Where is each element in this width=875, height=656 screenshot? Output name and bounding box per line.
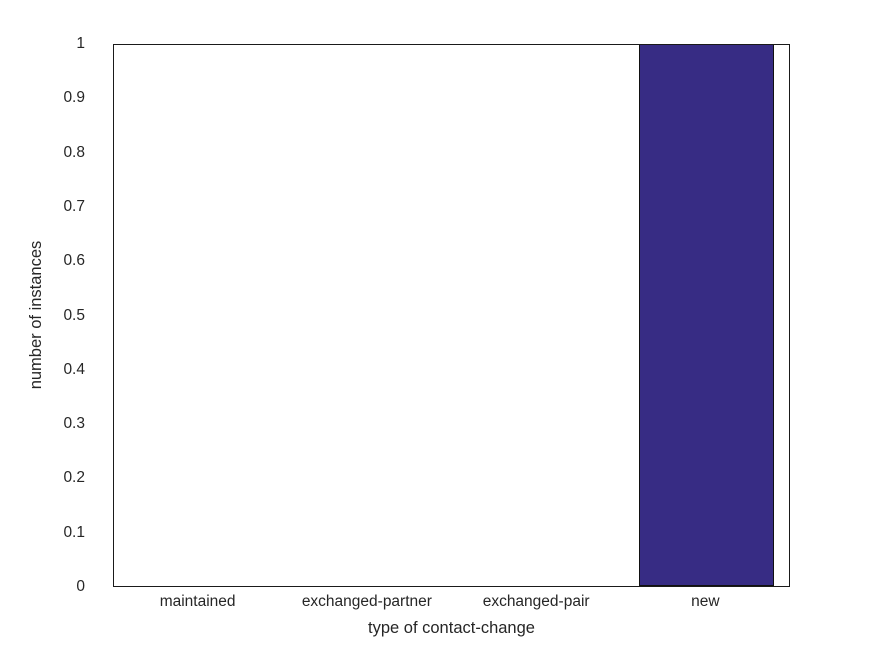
y-axis-tick-label: 0.2 xyxy=(63,469,85,487)
x-axis-tick-label: exchanged-pair xyxy=(482,593,590,610)
x-axis-title: type of contact-change xyxy=(368,619,535,637)
x-axis-tick-label: maintained xyxy=(159,593,236,610)
plot-area xyxy=(114,45,789,586)
y-axis-title: number of instances xyxy=(27,240,45,390)
y-axis-tick-label: 0.3 xyxy=(63,415,85,433)
y-axis-tick-label: 0.9 xyxy=(63,89,85,107)
y-axis-tick-label: 0.1 xyxy=(63,523,85,541)
bar xyxy=(638,45,775,586)
y-axis-tick-label: 0.5 xyxy=(63,306,85,324)
y-axis-tick-label: 0.8 xyxy=(63,143,85,161)
y-axis-tick-label: 0.7 xyxy=(63,197,85,215)
y-axis-tick-label: 0 xyxy=(76,578,85,595)
plot-axes xyxy=(113,44,790,587)
x-axis-tick-label: new xyxy=(691,593,720,610)
y-axis-tick-label: 0.4 xyxy=(63,360,85,378)
y-axis-tick-label: 1 xyxy=(76,35,85,52)
y-axis-tick-label: 0.6 xyxy=(63,252,85,270)
x-axis-tick-label: exchanged-partner xyxy=(301,593,432,610)
